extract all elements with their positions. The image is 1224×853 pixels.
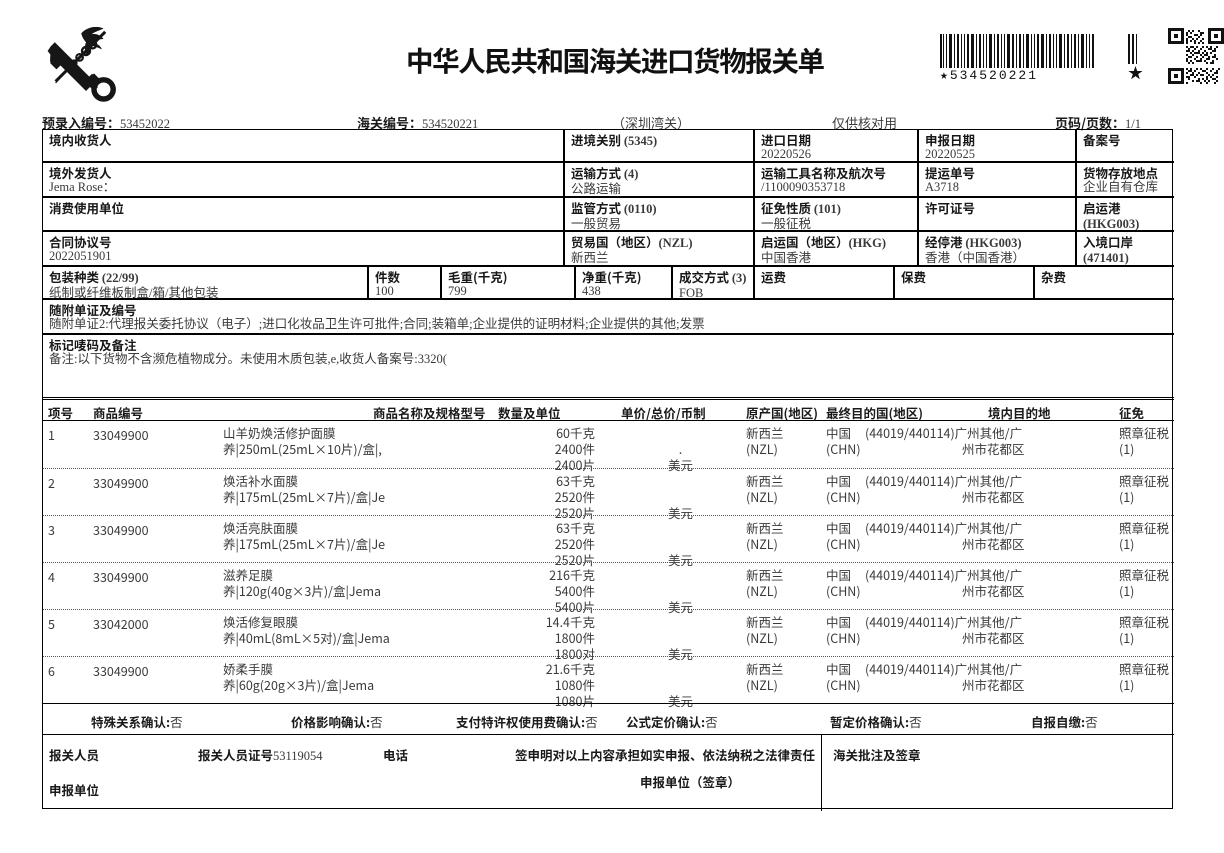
svg-text:★: ★ [1128, 62, 1143, 80]
svg-text:★534520221: ★534520221 [940, 68, 1038, 80]
